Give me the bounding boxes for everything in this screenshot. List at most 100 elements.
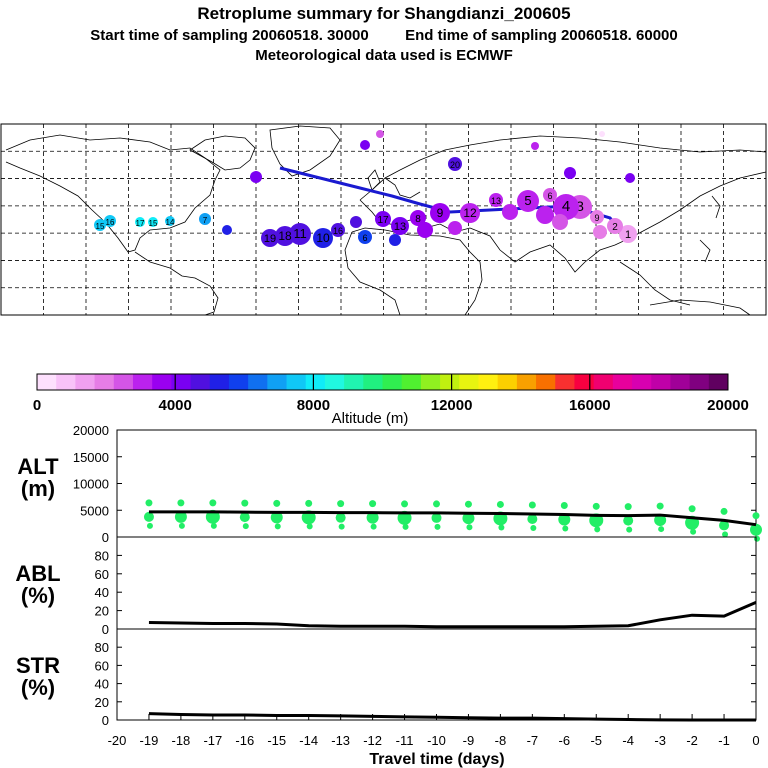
x-tick-label: -18	[172, 733, 191, 748]
sampling-times: Start time of sampling 20060518. 30000 E…	[0, 27, 768, 44]
alt-marker	[241, 499, 249, 507]
cluster-marker	[536, 206, 554, 224]
cluster-dot	[289, 223, 311, 245]
colorbar-cell	[132, 374, 153, 390]
colorbar-cell	[248, 374, 268, 390]
x-axis-label: Travel time (days)	[369, 751, 504, 768]
cluster-dot	[536, 206, 554, 224]
cluster-marker	[376, 130, 384, 138]
y-tick-label: 80	[95, 640, 109, 655]
cluster-dot	[460, 203, 480, 223]
panel-alt: 20000 15000 10000 5000 0 ALT(m)	[17, 423, 762, 545]
cluster-label: 15	[96, 222, 105, 231]
alt-marker	[626, 526, 633, 533]
colorbar-cells	[37, 374, 729, 390]
colorbar-cell	[113, 374, 134, 390]
cluster-marker: 19	[261, 229, 279, 247]
map-coastlines	[5, 125, 767, 316]
alt-marker	[464, 500, 472, 508]
colorbar-cell	[209, 374, 230, 390]
cluster-dot	[417, 222, 433, 238]
series-line-str	[148, 712, 756, 722]
colorbar-cell	[574, 374, 595, 390]
alt-marker	[720, 507, 728, 515]
cluster-marker	[599, 131, 605, 137]
cluster-dot	[331, 223, 345, 237]
x-tick-label: -7	[527, 733, 539, 748]
colorbar-cell	[305, 374, 326, 390]
y-tick-label: 5000	[80, 503, 109, 518]
alt-marker	[369, 500, 377, 508]
alt-marker	[273, 499, 281, 507]
alt-marker	[560, 502, 568, 510]
alt-marker	[146, 522, 153, 529]
cluster-label: 11	[293, 226, 307, 241]
cluster-dot	[360, 140, 370, 150]
cluster-label: 13	[491, 196, 501, 206]
cluster-dot	[619, 225, 637, 243]
panel-frame	[116, 536, 757, 630]
colorbar-cell	[190, 374, 211, 390]
colorbar-tick-label: 20000	[707, 397, 749, 414]
colorbar-cell	[56, 374, 76, 390]
cluster-label: 14	[166, 218, 175, 227]
cluster-dot	[94, 219, 106, 231]
alt-marker	[752, 512, 760, 520]
cluster-marker	[552, 214, 568, 230]
colorbar-cell	[708, 374, 729, 390]
colorbar-cell	[344, 374, 364, 390]
alt-marker	[242, 523, 249, 530]
cluster-dot	[448, 221, 462, 235]
cluster-marker: 11	[289, 223, 311, 245]
alt-marker	[210, 522, 217, 529]
alt-marker	[528, 501, 536, 509]
start-time-label: Start time of sampling 20060518. 30000	[90, 27, 369, 44]
alt-marker	[305, 499, 313, 507]
colorbar: 0 4000 8000 12000 16000 20000 Altitude (m)	[33, 373, 749, 427]
colorbar-cell	[152, 374, 172, 390]
alt-marker	[431, 512, 442, 523]
cluster-dot	[358, 230, 372, 244]
cluster-dot	[389, 234, 401, 246]
cluster-dot	[375, 211, 391, 227]
cluster-marker: 13	[391, 217, 409, 235]
cluster-dot	[148, 217, 158, 227]
cluster-marker	[593, 225, 607, 239]
x-tick-label: -20	[108, 733, 127, 748]
colorbar-cell	[37, 374, 57, 390]
alt-marker	[498, 524, 505, 531]
alt-marker	[496, 500, 504, 508]
x-tick-label: -2	[686, 733, 698, 748]
y-axis-label-line1: STR	[16, 653, 60, 678]
alt-marker	[366, 511, 379, 524]
chart-title: Retroplume summary for Shangdianzi_20060…	[197, 4, 571, 23]
colorbar-ticks: 0 4000 8000 12000 16000 20000	[33, 374, 749, 414]
colorbar-cell	[612, 374, 633, 390]
cluster-marker: 6	[543, 188, 557, 202]
cluster-dot	[448, 157, 462, 171]
alt-marker	[433, 500, 440, 508]
cluster-marker: 15	[148, 217, 158, 228]
x-tick-label: -9	[463, 733, 475, 748]
colorbar-tick-label: 0	[33, 397, 41, 414]
cluster-marker: 9	[590, 210, 604, 224]
alt-marker	[722, 531, 729, 538]
cluster-dot	[564, 167, 576, 179]
x-axis: -20 -19 -18 -17 -16 -15 -14 -13 -12 -11 -10 -9 -8 -7-…	[108, 714, 760, 748]
cluster-label: 4	[562, 198, 570, 215]
cluster-dot	[607, 218, 623, 234]
cluster-marker: 16	[331, 223, 345, 237]
alt-marker	[750, 523, 762, 536]
alt-marker	[209, 499, 217, 507]
colorbar-cell	[75, 374, 96, 390]
cluster-label: 16	[106, 218, 115, 227]
cluster-marker	[222, 225, 232, 235]
alt-marker	[462, 512, 475, 525]
cluster-dot	[489, 193, 503, 207]
cluster-marker: 20	[448, 157, 462, 171]
alt-marker	[594, 526, 601, 533]
colorbar-cell	[228, 374, 249, 390]
alt-marker	[690, 528, 697, 535]
x-tick-label: -19	[140, 733, 159, 748]
